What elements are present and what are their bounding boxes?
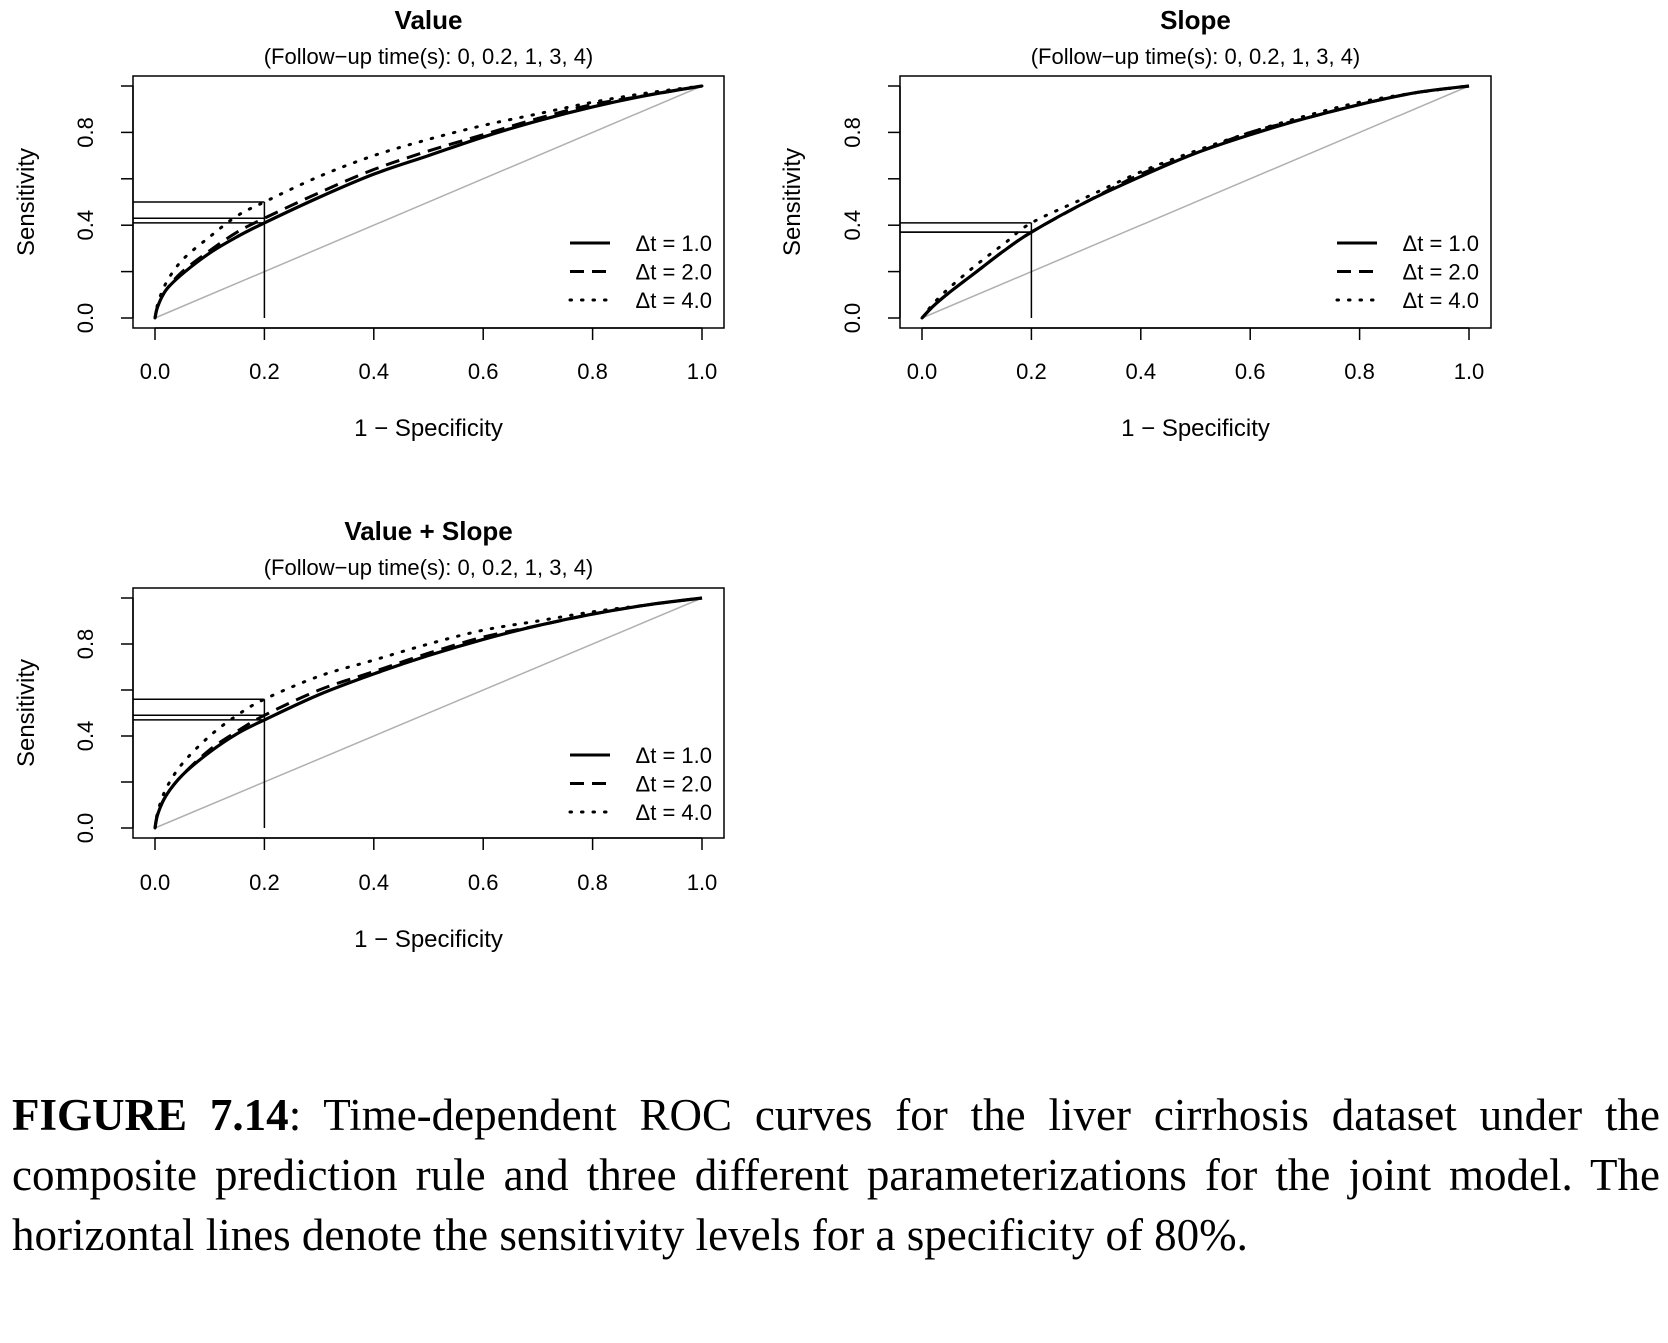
chart-title: Value [395,5,463,35]
chart-title: Slope [1160,5,1231,35]
x-tick-label: 0.4 [359,870,390,895]
legend-label: Δt = 2.0 [636,772,712,797]
legend-label: Δt = 4.0 [1403,288,1479,313]
legend-label: Δt = 4.0 [636,288,712,313]
x-tick-label: 1.0 [1454,359,1485,384]
x-tick-label: 0.6 [1235,359,1266,384]
y-axis: 0.0 0.4 0.8 [73,597,134,844]
figure-caption: FIGURE 7.14: Time-dependent ROC curves f… [12,1085,1660,1265]
x-tick-label: 0.0 [140,870,171,895]
legend-label: Δt = 2.0 [1403,260,1479,285]
y-tick-label: 0.8 [840,117,865,148]
x-axis: 0.0 0.2 0.4 0.6 0.8 1.0 [907,327,1485,384]
y-tick-label: 0.4 [840,210,865,241]
x-tick-label: 1.0 [687,359,718,384]
legend: Δt = 1.0 Δt = 2.0 Δt = 4.0 [568,743,712,825]
figure-caption-text: : Time-dependent ROC curves for the live… [12,1090,1660,1260]
legend-label: Δt = 1.0 [636,231,712,256]
legend-label: Δt = 2.0 [636,260,712,285]
x-axis-label: 1 − Specificity [1121,415,1270,442]
y-tick-label: 0.0 [73,303,98,334]
reference-diagonal [154,597,703,829]
x-tick-label: 0.0 [907,359,938,384]
roc-panel-3: Value + Slope (Follow−up time(s): 0, 0.2,… [13,516,725,953]
y-axis: 0.0 0.4 0.8 [73,85,134,334]
x-axis: 0.0 0.2 0.4 0.6 0.8 1.0 [140,837,718,895]
y-tick-label: 0.0 [840,303,865,334]
x-tick-label: 0.2 [249,359,280,384]
roc-curve-1 [153,84,703,319]
legend-label: Δt = 4.0 [636,800,712,825]
x-tick-label: 0.6 [468,359,499,384]
x-axis-label: 1 − Specificity [354,415,503,442]
y-tick-label: 0.8 [73,629,98,660]
y-axis: 0.0 0.4 0.8 [840,85,901,334]
chart-subtitle: (Follow−up time(s): 0, 0.2, 1, 3, 4) [1031,44,1361,69]
x-tick-label: 0.8 [577,870,608,895]
x-tick-label: 1.0 [687,870,718,895]
x-axis: 0.0 0.2 0.4 0.6 0.8 1.0 [140,327,718,384]
x-tick-label: 0.8 [1344,359,1375,384]
x-tick-label: 0.2 [249,870,280,895]
x-tick-label: 0.6 [468,870,499,895]
y-axis-label: Sensitivity [779,148,806,256]
x-tick-label: 0.2 [1016,359,1047,384]
y-axis-label: Sensitivity [13,659,40,767]
y-tick-label: 0.4 [73,721,98,752]
chart-subtitle: (Follow−up time(s): 0, 0.2, 1, 3, 4) [264,555,594,580]
x-axis-label: 1 − Specificity [354,926,503,953]
y-tick-label: 0.4 [73,210,98,241]
x-tick-label: 0.4 [359,359,390,384]
legend: Δt = 1.0 Δt = 2.0 Δt = 4.0 [1335,231,1479,313]
chart-subtitle: (Follow−up time(s): 0, 0.2, 1, 3, 4) [264,44,594,69]
figure: Value (Follow−up time(s): 0, 0.2, 1, 3, 4… [13,5,1492,953]
y-tick-label: 0.8 [73,117,98,148]
chart-title: Value + Slope [344,516,512,546]
reference-diagonal [921,85,1470,319]
x-tick-label: 0.0 [140,359,171,384]
roc-panel-2: Slope (Follow−up time(s): 0, 0.2, 1, 3, 4… [779,5,1492,442]
roc-curve-2 [153,596,703,829]
legend-label: Δt = 1.0 [636,743,712,768]
roc-curve-3 [153,84,704,320]
x-tick-label: 0.8 [577,359,608,384]
reference-diagonal [154,85,703,319]
y-tick-label: 0.0 [73,813,98,844]
roc-curve-2 [153,84,703,319]
figure-label: FIGURE 7.14 [12,1090,289,1140]
legend: Δt = 1.0 Δt = 2.0 Δt = 4.0 [568,231,712,313]
x-tick-label: 0.4 [1126,359,1157,384]
roc-panel-1: Value (Follow−up time(s): 0, 0.2, 1, 3, 4… [13,5,725,442]
y-axis-label: Sensitivity [13,148,40,256]
legend-label: Δt = 1.0 [1403,231,1479,256]
roc-curve-2 [920,84,1470,320]
